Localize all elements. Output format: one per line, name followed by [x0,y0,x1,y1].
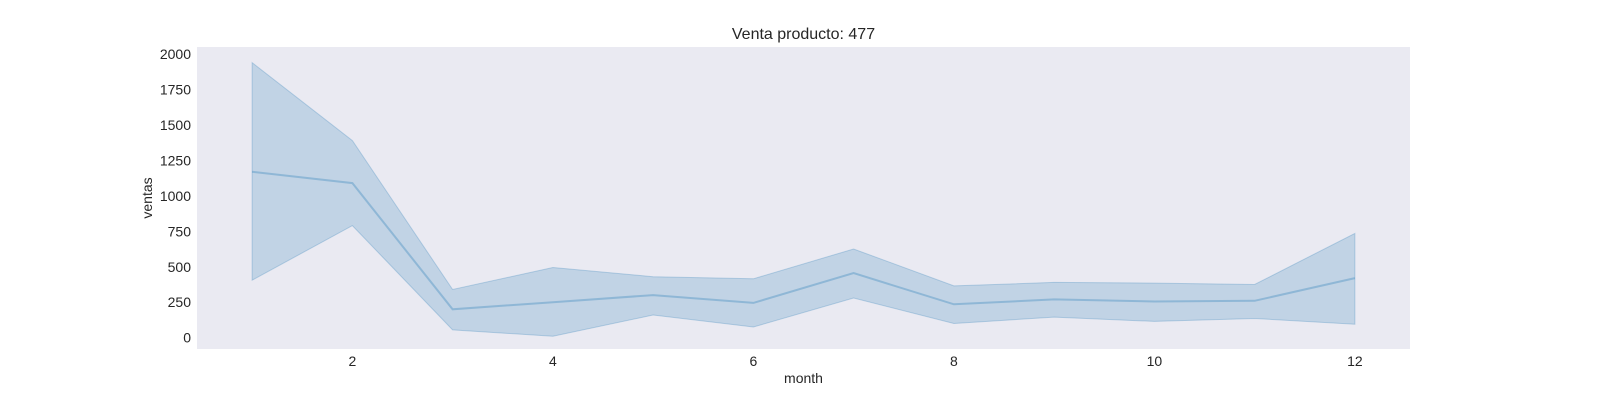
x-tick-label: 4 [549,353,557,369]
y-tick-label: 1250 [160,152,191,168]
chart-title: Venta producto: 477 [732,26,875,43]
x-tick-label: 10 [1147,353,1163,369]
y-axis-label: ventas [139,177,155,218]
series-line [251,170,1356,311]
y-tick-label: 0 [183,330,191,346]
plot-background [197,47,1410,349]
confidence-band [251,61,1356,337]
y-tick-label: 1750 [160,82,191,98]
x-tick-label: 8 [950,353,958,369]
x-tick-label: 6 [750,353,758,369]
y-tick-label: 1500 [160,117,191,133]
x-axis-label: month [784,370,823,386]
y-tick-label: 250 [168,294,192,310]
x-tick-label: 2 [349,353,357,369]
y-tick-label: 500 [168,259,192,275]
y-tick-label: 750 [168,223,192,239]
y-tick-label: 2000 [160,46,191,62]
y-tick-label: 1000 [160,188,191,204]
x-tick-label: 12 [1347,353,1363,369]
